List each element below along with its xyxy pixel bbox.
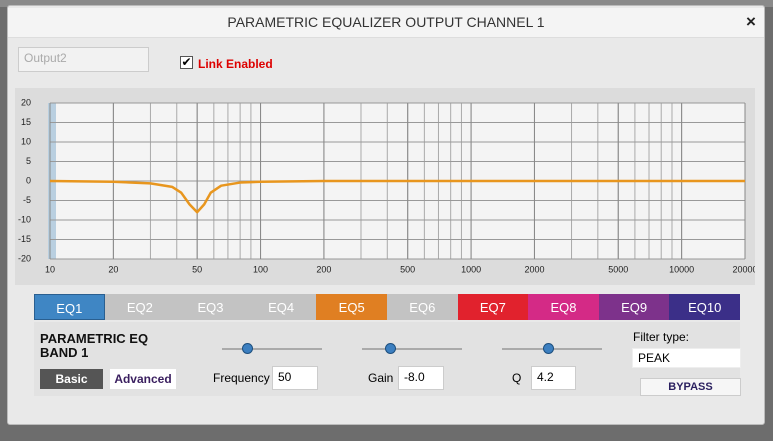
band-title: PARAMETRIC EQ BAND 1 [40, 331, 149, 360]
eq-tab[interactable]: EQ4 [245, 294, 317, 320]
y-tick-label: -20 [18, 253, 31, 263]
slider-track [362, 348, 462, 350]
output-name[interactable]: Output2 [18, 47, 149, 72]
eq-tab[interactable]: EQ10 [669, 294, 740, 320]
y-tick-label: -15 [18, 234, 31, 244]
x-tick-label: 100 [253, 264, 268, 274]
eq-tab[interactable]: EQ1 [34, 294, 105, 320]
title-bar [8, 8, 764, 38]
x-tick-label: 1000 [461, 264, 481, 274]
frequency-slider[interactable] [242, 343, 253, 354]
y-tick-label: -5 [23, 195, 31, 205]
link-checkbox[interactable]: ✔ [180, 55, 193, 69]
x-tick-label: 20000 [732, 264, 755, 274]
q-slider[interactable] [543, 343, 554, 354]
link-label[interactable]: Link Enabled [198, 57, 273, 71]
x-tick-label: 50 [192, 264, 202, 274]
filter-type-label: Filter type: [633, 330, 690, 344]
advanced-button[interactable]: Advanced [110, 369, 176, 389]
gain-slider[interactable] [385, 343, 396, 354]
window-title: PARAMETRIC EQUALIZER OUTPUT CHANNEL 1 [227, 14, 545, 30]
slider-track [222, 348, 322, 350]
x-tick-label: 500 [400, 264, 415, 274]
x-tick-label: 5000 [608, 264, 628, 274]
tab-bar: EQ1 EQ2 EQ3 EQ4 EQ5 EQ6 EQ7 EQ8 EQ9 EQ10 [34, 294, 740, 320]
eq-tab[interactable]: EQ8 [528, 294, 599, 320]
filter-type-select[interactable]: PEAK [632, 348, 741, 368]
y-tick-label: 5 [26, 156, 31, 166]
eq-tab[interactable]: EQ3 [175, 294, 246, 320]
y-tick-label: 15 [21, 117, 31, 127]
q-label: Q [512, 371, 522, 385]
x-tick-label: 2000 [524, 264, 544, 274]
eq-tab[interactable]: EQ6 [387, 294, 458, 320]
q-input[interactable]: 4.2 [531, 366, 576, 390]
frequency-input[interactable]: 50 [272, 366, 318, 390]
x-tick-label: 10 [45, 264, 55, 274]
x-tick-label: 200 [316, 264, 331, 274]
y-tick-label: 10 [21, 136, 31, 146]
eq-tab[interactable]: EQ2 [104, 294, 176, 320]
eq-tab[interactable]: EQ5 [316, 294, 387, 320]
y-tick-label: 0 [26, 175, 31, 185]
background-strip [0, 0, 773, 7]
bypass-button[interactable]: BYPASS [640, 378, 741, 396]
x-tick-label: 20 [108, 264, 118, 274]
eq-tab[interactable]: EQ7 [457, 294, 529, 320]
eq-tab[interactable]: EQ9 [598, 294, 670, 320]
y-tick-label: -10 [18, 214, 31, 224]
gain-input[interactable]: -8.0 [398, 366, 444, 390]
x-tick-label: 10000 [669, 264, 694, 274]
response-curve [49, 179, 745, 214]
y-tick-label: 20 [21, 97, 31, 107]
basic-button[interactable]: Basic [40, 369, 103, 389]
frequency-label: Frequency [213, 371, 270, 385]
close-button[interactable]: × [746, 12, 756, 31]
gain-label: Gain [368, 371, 394, 385]
